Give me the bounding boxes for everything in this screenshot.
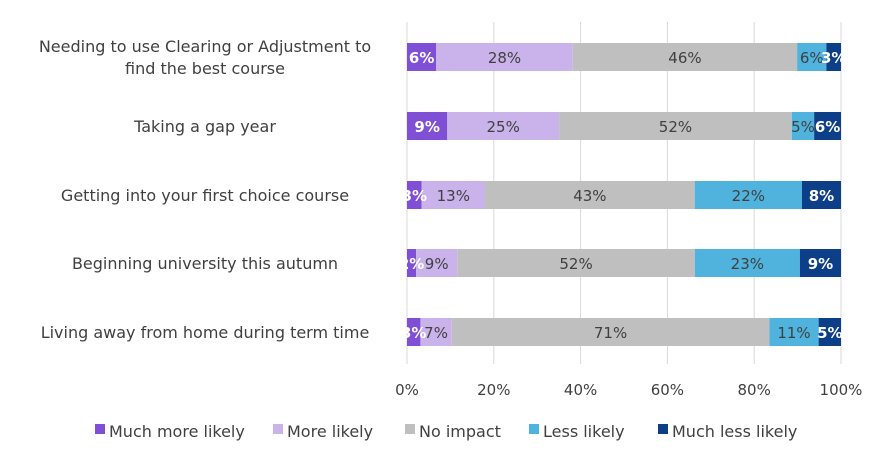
data-label: 6% bbox=[409, 49, 434, 67]
category-label: Getting into your first choice course bbox=[61, 186, 349, 205]
bar-segment bbox=[416, 249, 458, 277]
data-label: 9% bbox=[414, 118, 439, 136]
x-axis-ticks: 0% 20% 40% 60% 80% 100% bbox=[395, 381, 862, 399]
x-tick-label: 0% bbox=[395, 381, 419, 399]
legend-swatch bbox=[405, 424, 415, 434]
x-tick-label: 80% bbox=[738, 381, 771, 399]
data-label: 23% bbox=[731, 255, 764, 273]
bar-segment bbox=[407, 181, 422, 209]
data-label: 13% bbox=[437, 187, 470, 205]
bar-segment bbox=[694, 249, 800, 277]
bar-segment bbox=[421, 181, 486, 209]
category-label: Taking a gap year bbox=[133, 117, 276, 136]
data-label: 52% bbox=[559, 255, 592, 273]
legend: Much more likely More likely No impact Less… bbox=[95, 422, 797, 441]
bar-segment bbox=[818, 318, 841, 346]
category-labels: Needing to use Clearing or Adjustment to… bbox=[39, 37, 371, 342]
data-label: 9% bbox=[808, 255, 833, 273]
category-label: Living away from home during term time bbox=[41, 323, 370, 342]
bar-segment bbox=[436, 43, 573, 71]
legend-swatch bbox=[658, 424, 668, 434]
data-label: 8% bbox=[809, 187, 834, 205]
bar-segment bbox=[457, 249, 695, 277]
bars: 6% 28% 46% 6%3%9% 25% 52% 5% 6%3% 13% 43% 22% 8%2% 9… bbox=[399, 43, 846, 346]
data-label: 52% bbox=[659, 118, 692, 136]
data-label: 71% bbox=[594, 324, 627, 342]
legend-swatch bbox=[273, 424, 283, 434]
bar-segment bbox=[407, 318, 421, 346]
bar-segment bbox=[572, 43, 798, 71]
category-label: Needing to use Clearing or Adjustment to… bbox=[39, 37, 371, 78]
data-label: 28% bbox=[488, 49, 521, 67]
data-label: 5% bbox=[817, 324, 842, 342]
data-label: 6% bbox=[815, 118, 840, 136]
bar-segment bbox=[814, 112, 841, 140]
data-label: 3% bbox=[401, 324, 426, 342]
x-tick-label: 100% bbox=[820, 381, 863, 399]
bar-segment bbox=[407, 43, 437, 71]
data-label: 3% bbox=[402, 187, 427, 205]
bar-segment bbox=[485, 181, 695, 209]
data-label: 11% bbox=[777, 324, 810, 342]
bar-segment bbox=[559, 112, 792, 140]
data-label: 5% bbox=[791, 118, 815, 136]
data-label: 7% bbox=[424, 324, 448, 342]
x-tick-label: 40% bbox=[564, 381, 597, 399]
legend-label: Much less likely bbox=[672, 422, 797, 441]
data-label: 46% bbox=[668, 49, 701, 67]
bar-segment bbox=[826, 43, 841, 71]
bar-segment bbox=[694, 181, 802, 209]
bar-segment bbox=[407, 112, 448, 140]
bar-segment bbox=[769, 318, 819, 346]
data-label: 3% bbox=[821, 49, 846, 67]
bar-segment bbox=[801, 181, 841, 209]
legend-label: Much more likely bbox=[109, 422, 245, 441]
data-label: 9% bbox=[425, 255, 449, 273]
category-label: Beginning university this autumn bbox=[72, 254, 338, 273]
legend-swatch bbox=[95, 424, 105, 434]
bar-segment bbox=[420, 318, 452, 346]
x-tick-label: 60% bbox=[651, 381, 684, 399]
legend-label: No impact bbox=[419, 422, 501, 441]
data-label: 2% bbox=[399, 255, 424, 273]
x-tick-label: 20% bbox=[477, 381, 510, 399]
legend-label: Less likely bbox=[543, 422, 625, 441]
bar-segment bbox=[407, 249, 417, 277]
bar-segment bbox=[447, 112, 560, 140]
data-label: 25% bbox=[487, 118, 520, 136]
legend-label: More likely bbox=[287, 422, 373, 441]
bar-segment bbox=[799, 249, 841, 277]
data-label: 22% bbox=[732, 187, 765, 205]
bar-segment bbox=[451, 318, 770, 346]
data-label: 6% bbox=[800, 49, 824, 67]
bar-segment bbox=[791, 112, 815, 140]
legend-swatch bbox=[529, 424, 539, 434]
bar-segment bbox=[797, 43, 827, 71]
data-label: 43% bbox=[573, 187, 606, 205]
